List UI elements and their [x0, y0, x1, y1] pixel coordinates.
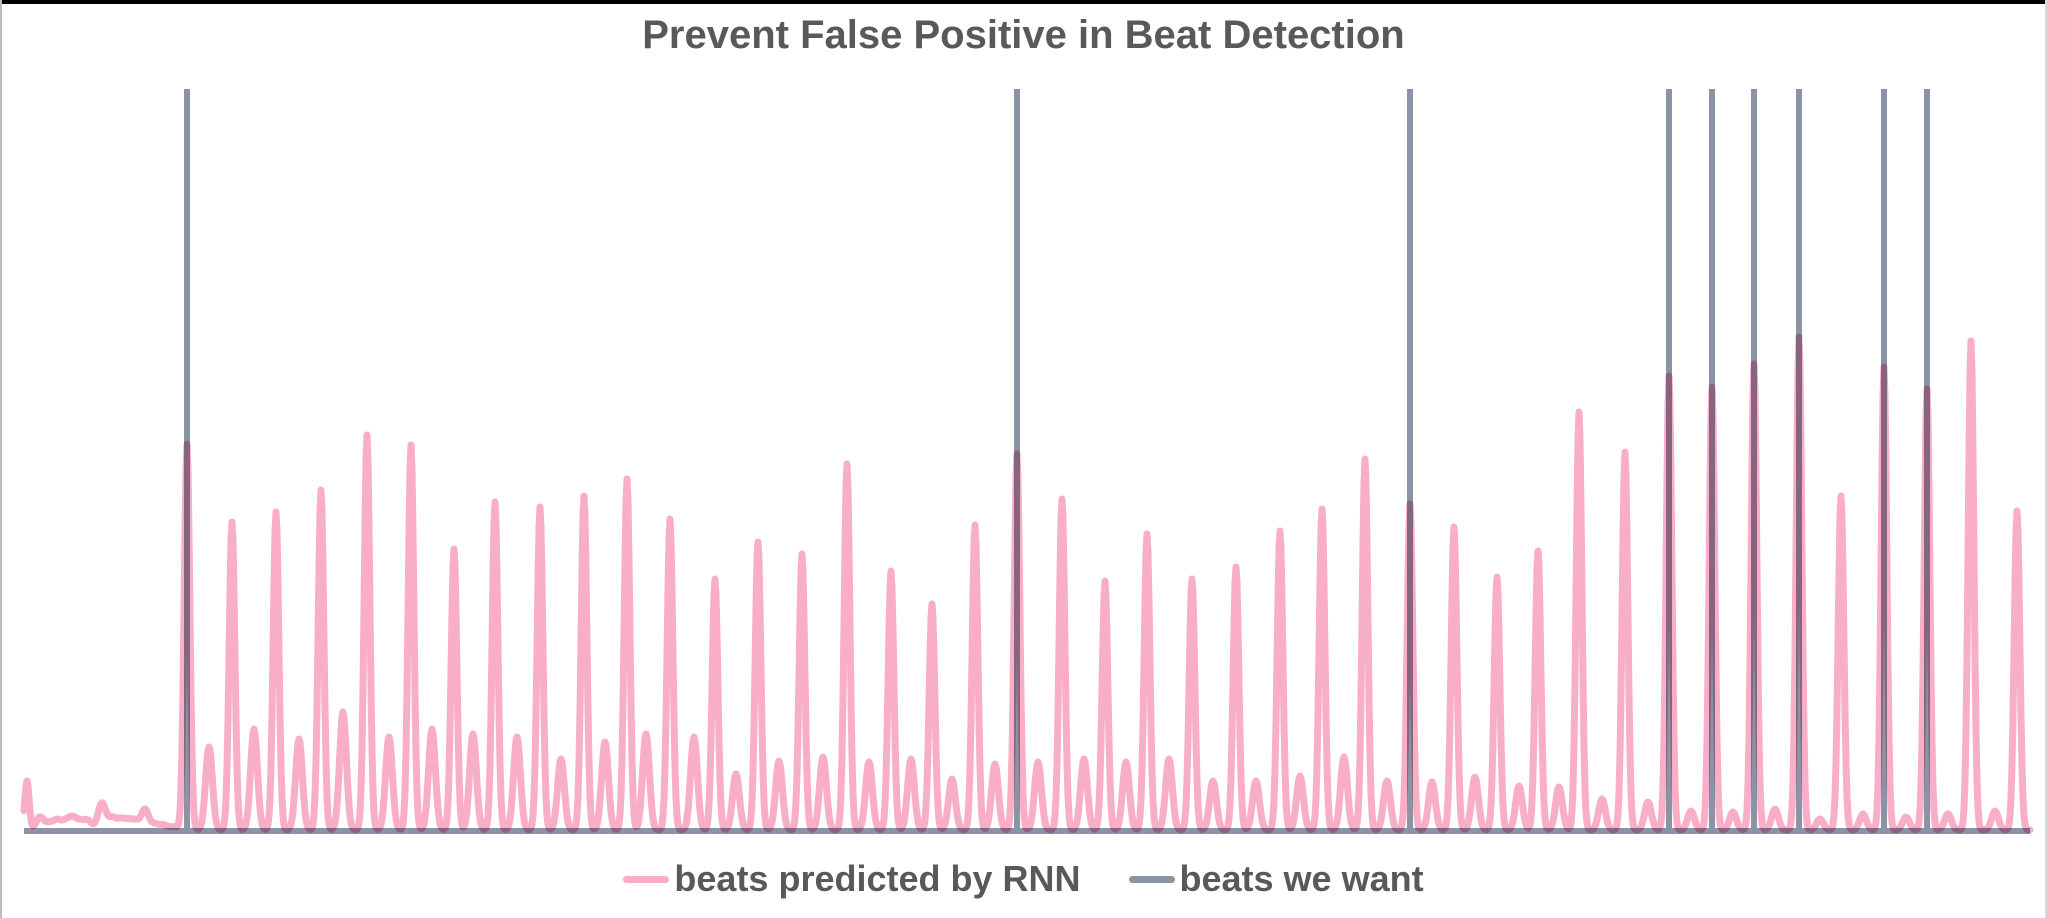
legend-label-wanted: beats we want: [1179, 858, 1424, 899]
rnn-predicted-beats-path: [20, 333, 2034, 834]
wanted-beats-swatch-icon: [1128, 875, 1175, 883]
chart-title: Prevent False Positive in Beat Detection: [642, 13, 1405, 57]
legend-item-predicted: beats predicted by RNN: [623, 858, 1081, 900]
chart-legend: beats predicted by RNN beats we want: [2, 858, 2045, 900]
legend-item-wanted: beats we want: [1128, 858, 1424, 900]
legend-label-predicted: beats predicted by RNN: [674, 858, 1081, 899]
window-top-bar: [2, 0, 2045, 4]
predicted-beats-swatch-icon: [623, 875, 670, 883]
